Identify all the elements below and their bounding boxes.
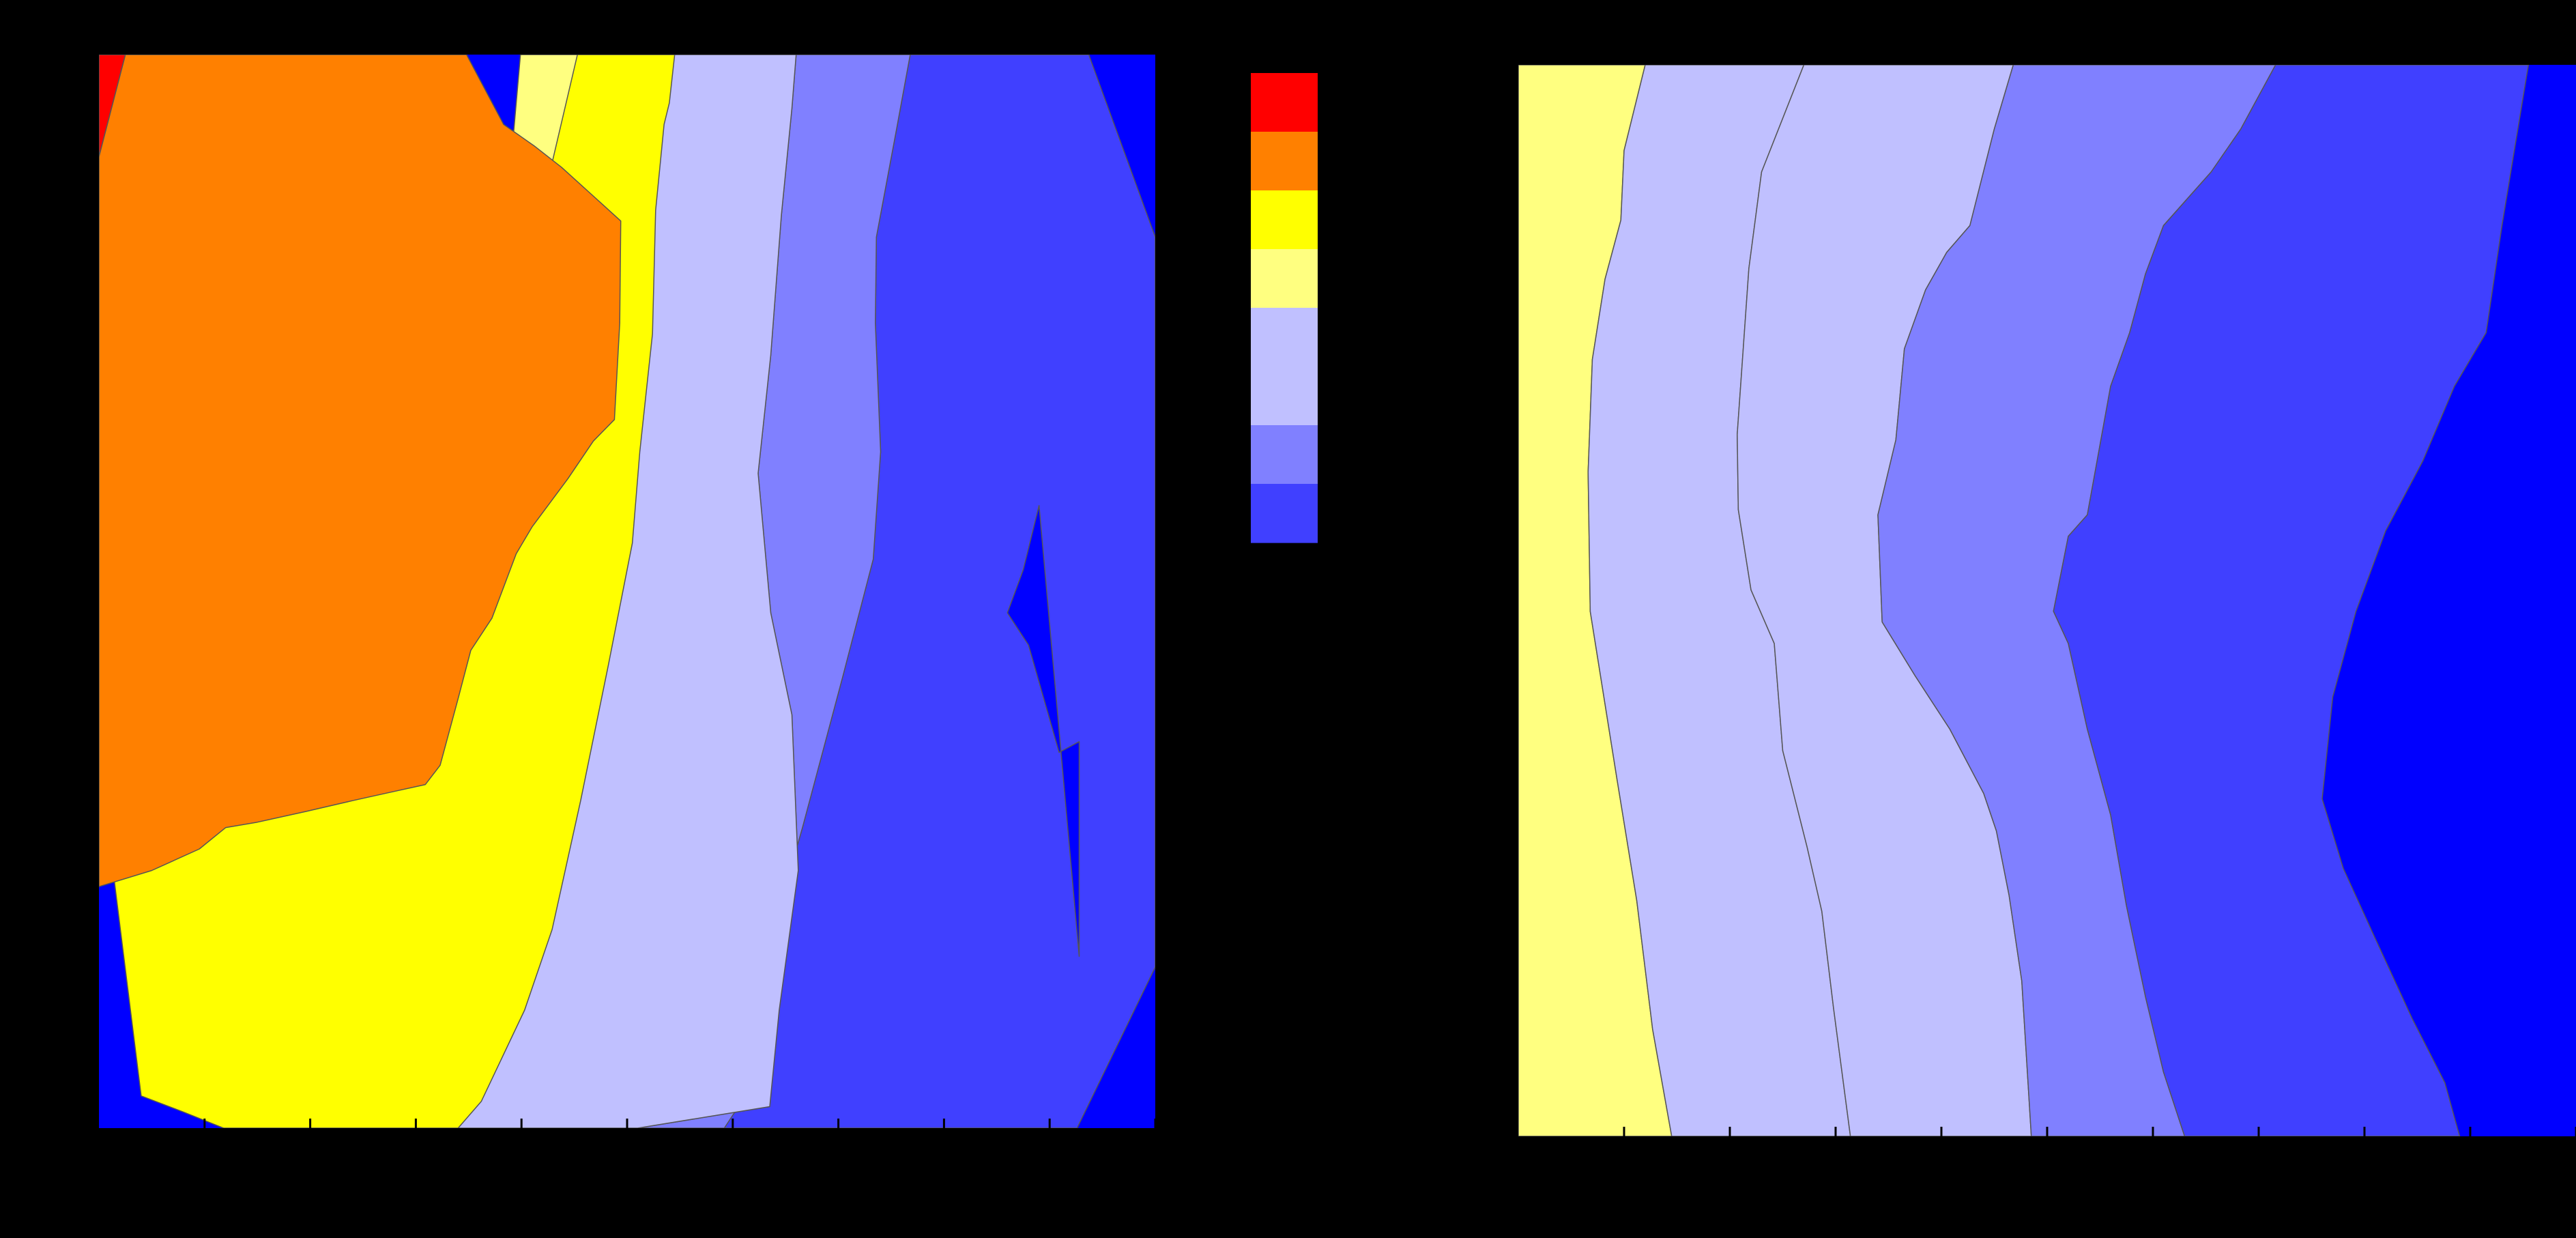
colorbar-cell-level-7-0 bbox=[1251, 73, 1318, 132]
left-x-ticks bbox=[203, 1119, 1157, 1128]
left-contour-region-level-0-7 bbox=[1007, 504, 1080, 958]
colorbar-cell-level-5-2 bbox=[1251, 190, 1318, 250]
colorbar-cell-level-2-6 bbox=[1251, 425, 1318, 485]
right-x-ticks bbox=[1623, 1127, 2576, 1136]
colorbar-cell-level-6-1 bbox=[1251, 132, 1318, 191]
colorbar-cells bbox=[1251, 73, 1318, 543]
left-contour-plot bbox=[99, 55, 1157, 1128]
colorbar-cell-level-3-5 bbox=[1251, 366, 1318, 426]
right-contour-region-level-1-4 bbox=[2053, 65, 2530, 1136]
left-contour-regions bbox=[99, 55, 1155, 1128]
right-contour-plot bbox=[1518, 65, 2576, 1136]
colorbar-cell-level-3-4 bbox=[1251, 308, 1318, 367]
left-contour-region-level-6-5 bbox=[99, 55, 622, 887]
colorbar-cell-level-4-3 bbox=[1251, 249, 1318, 308]
colorbar bbox=[1251, 73, 1318, 543]
right-contour-regions bbox=[1518, 65, 2530, 1136]
left-contour-region-level-7-6 bbox=[99, 55, 126, 158]
colorbar-cell-level-1-7 bbox=[1251, 484, 1318, 543]
